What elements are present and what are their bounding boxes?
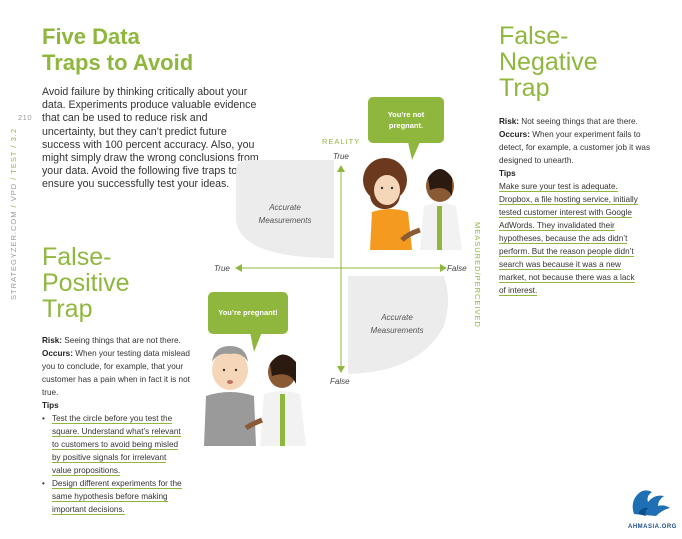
bubble-not-pregnant-tail bbox=[408, 142, 420, 160]
man-patient-illustration bbox=[204, 346, 256, 446]
side-book: VPD bbox=[9, 182, 18, 202]
fp-tip-1: Test the circle before you test the squa… bbox=[42, 412, 194, 477]
horizontal-axis-arrow-right bbox=[440, 264, 447, 272]
page-number: 210 bbox=[18, 113, 33, 122]
fn-risk: Risk: Not seeing things that are there. bbox=[499, 117, 638, 126]
side-site: STRATEGYZER.COM bbox=[9, 210, 18, 300]
side-chapter: 3.2 bbox=[9, 127, 18, 142]
horizontal-axis-arrow-left bbox=[235, 264, 242, 272]
accurate-measurements-bottom: Accurate Measurements bbox=[370, 313, 424, 335]
side-section: TEST bbox=[9, 150, 18, 174]
axis-false-bottom: False bbox=[330, 377, 350, 386]
ahmasia-logo-icon bbox=[632, 490, 670, 516]
page-title: Five Data Traps to Avoid bbox=[42, 24, 194, 75]
fp-tips-heading: Tips bbox=[42, 401, 59, 410]
fn-tips-heading: Tips bbox=[499, 169, 516, 178]
quadrant-diagram bbox=[204, 142, 462, 446]
bubble-pregnant: You’re pregnant! bbox=[208, 292, 288, 334]
vertical-axis-arrow-top bbox=[337, 165, 345, 172]
bubble-pregnant-tail bbox=[250, 332, 262, 352]
vertical-axis-arrow-bottom bbox=[337, 366, 345, 373]
side-breadcrumb: STRATEGYZER.COM / VPD / TEST / 3.2 bbox=[9, 127, 18, 300]
woman-patient-illustration bbox=[363, 158, 412, 250]
intro-paragraph: Avoid failure by thinking critically abo… bbox=[42, 86, 259, 191]
fp-tips-list: Test the circle before you test the squa… bbox=[42, 412, 194, 516]
false-negative-title: False- Negative Trap bbox=[499, 22, 598, 102]
false-negative-body: Risk: Not seeing things that are there. … bbox=[499, 115, 651, 297]
axis-true-left: True bbox=[214, 264, 230, 273]
doctor-illustration-top bbox=[400, 169, 462, 250]
doctor-illustration-bottom bbox=[244, 354, 306, 446]
fn-occurs: Occurs: When your experiment fails to de… bbox=[499, 130, 651, 165]
fp-tip-2: Design different experiments for the sam… bbox=[42, 477, 194, 516]
axis-label-reality: REALITY bbox=[322, 137, 361, 146]
axis-true-top: True bbox=[333, 152, 349, 161]
axis-label-measured: MEASURED/PERCEIVED bbox=[473, 222, 482, 328]
false-positive-body: Risk: Seeing things that are not there. … bbox=[42, 334, 194, 516]
false-positive-title: False- Positive Trap bbox=[42, 243, 130, 323]
logo-text: AHMASIA.ORG bbox=[628, 524, 677, 530]
quadrant-bottom-right bbox=[348, 276, 448, 374]
accurate-measurements-top: Accurate Measurements bbox=[258, 203, 312, 225]
axis-false-right: False bbox=[447, 264, 467, 273]
fp-occurs: Occurs: When your testing data mislead y… bbox=[42, 349, 190, 397]
bubble-not-pregnant: You’re not pregnant. bbox=[368, 97, 444, 143]
fp-risk: Risk: Seeing things that are not there. bbox=[42, 336, 181, 345]
quadrant-top-left bbox=[236, 160, 334, 258]
fn-tips-text: Make sure your test is adequate. Dropbox… bbox=[499, 182, 638, 296]
